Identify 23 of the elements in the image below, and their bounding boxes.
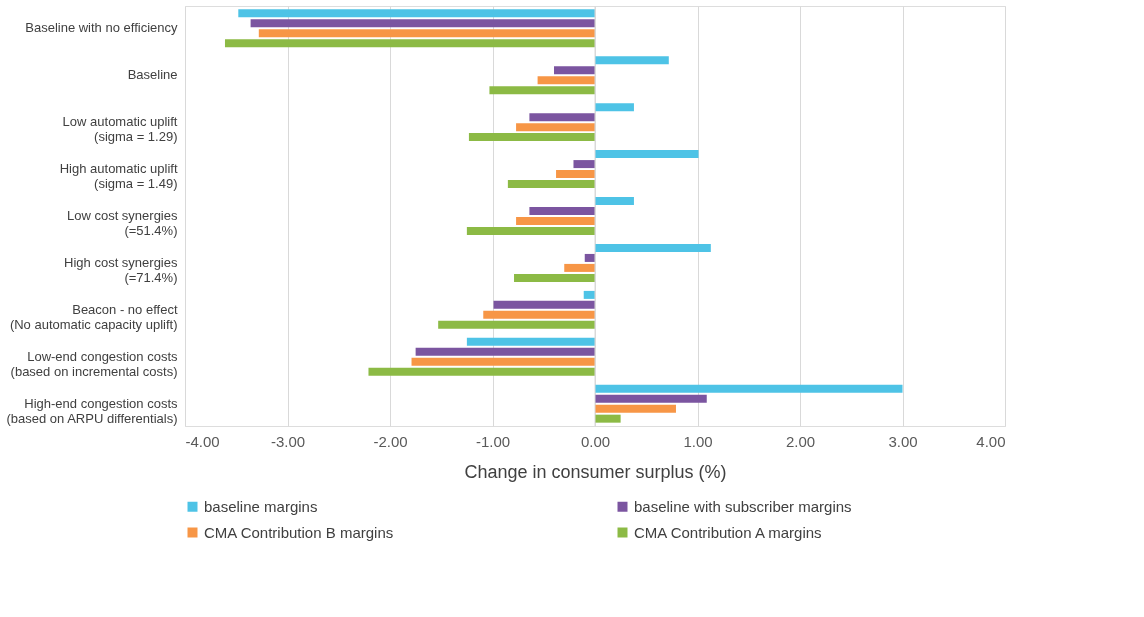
x-tick-label: 4.00 xyxy=(976,432,1006,450)
x-tick-label: -1.00 xyxy=(475,432,511,450)
y-tick-label: High-end congestion costs (based on ARPU differentials) xyxy=(6,395,178,426)
legend-label: baseline margins xyxy=(204,497,318,515)
x-tick-label: 1.00 xyxy=(683,432,713,450)
y-tick-label: Beacon - no effect (No automatic capacity uplift) xyxy=(9,301,178,332)
x-tick-label: 0.00 xyxy=(580,432,611,450)
legend-label: CMA Contribution B margins xyxy=(204,523,394,541)
x-tick-label: -3.00 xyxy=(270,432,306,450)
y-tick-label: Baseline with no efficiency xyxy=(25,20,178,36)
legend-label: CMA Contribution A margins xyxy=(634,523,822,541)
x-tick-label: -4.00 xyxy=(185,432,220,450)
y-tick-label: High cost synergies (=71.4%) xyxy=(64,254,178,285)
legend-label: baseline with subscriber margins xyxy=(634,497,852,515)
y-tick-label: Low automatic uplift (sigma = 1.29) xyxy=(62,114,178,145)
x-axis-title: Change in consumer surplus (%) xyxy=(464,461,727,482)
y-tick-label: Low-end congestion costs (based on incremental costs) xyxy=(10,348,178,379)
x-tick-label: -2.00 xyxy=(373,432,408,450)
y-tick-label: Low cost synergies (=51.4%) xyxy=(66,208,178,238)
x-tick-label: 3.00 xyxy=(888,432,918,450)
y-tick-label: Baseline xyxy=(127,67,178,83)
y-tick-label: High automatic uplift (sigma = 1.49) xyxy=(59,161,178,192)
x-tick-label: 2.00 xyxy=(785,432,816,450)
